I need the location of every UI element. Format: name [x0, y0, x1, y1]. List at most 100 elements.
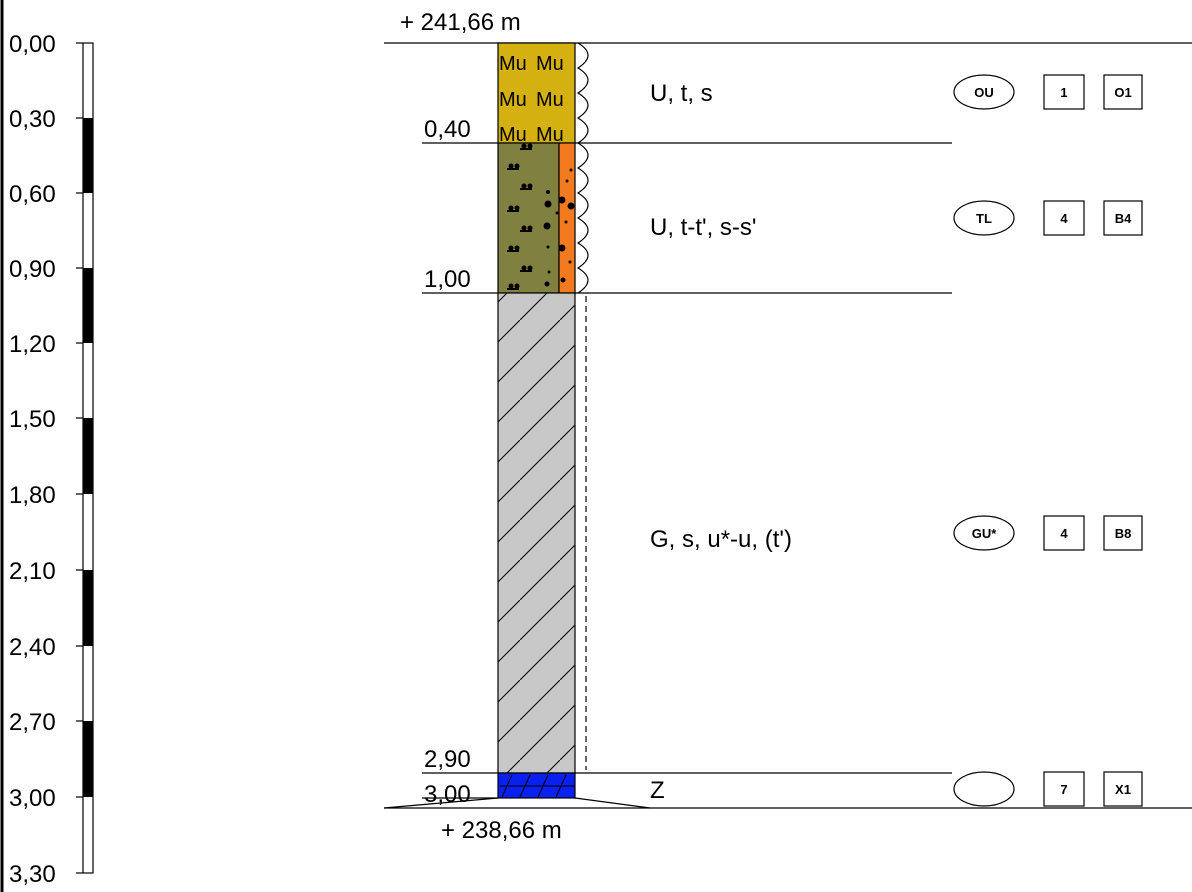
layer-1-fill — [497, 42, 576, 144]
class-1-label: 1 — [1060, 85, 1067, 100]
wavy-line — [576, 42, 589, 294]
sand-grain — [547, 270, 551, 274]
soil-group-oval — [953, 74, 1015, 110]
silt-dot — [514, 205, 520, 211]
layer-4-description: Z — [650, 777, 665, 804]
silt-dot — [527, 265, 533, 271]
scale-bar-segment — [83, 721, 93, 797]
class-2-label: O1 — [1114, 85, 1131, 100]
clay-symbol — [507, 168, 519, 170]
rock-pattern-line — [537, 774, 549, 798]
silt-dot — [508, 245, 514, 251]
class-box — [1043, 771, 1085, 807]
clay-symbol — [520, 188, 532, 190]
layer-3-hatching — [497, 292, 576, 774]
top-elevation: + 241,66 m — [400, 9, 521, 36]
rock-pattern-line — [501, 774, 513, 798]
scale-label: 0,00 — [9, 31, 56, 58]
sand-grain — [544, 281, 550, 287]
bottom-elevation: + 238,66 m — [441, 817, 562, 844]
silt-dot — [521, 265, 527, 271]
scale-bar-segment — [83, 418, 93, 494]
class-1-label: 4 — [1060, 526, 1068, 541]
class-1-label: 7 — [1060, 782, 1067, 797]
scale-label: 2,40 — [9, 634, 56, 661]
layer-1-column: Mu Mu Mu Mu Mu Mu — [497, 42, 576, 146]
silt-dot — [521, 225, 527, 231]
silt-dot — [527, 143, 533, 149]
class-box — [1043, 74, 1085, 110]
pattern-mu: Mu — [499, 124, 527, 146]
sand-grain — [565, 179, 569, 183]
silt-dot — [527, 225, 533, 231]
sand-grain — [564, 220, 568, 224]
silt-dot — [527, 183, 533, 189]
scale-label: 3,30 — [9, 861, 56, 888]
scale-bar-segment — [83, 118, 93, 193]
depth-label: 0,40 — [424, 116, 471, 143]
layer-2-column — [497, 142, 576, 294]
sand-grain — [555, 211, 559, 215]
pattern-mu: Mu — [499, 89, 527, 111]
sand-grain — [546, 245, 550, 249]
clay-symbol — [520, 148, 532, 150]
class-1-label: 4 — [1060, 211, 1068, 226]
class-2-label: B4 — [1115, 211, 1132, 226]
layer-1-description: U, t, s — [650, 80, 713, 107]
scale-label: 1,20 — [9, 331, 56, 358]
sand-grain — [558, 196, 566, 204]
silt-dot — [508, 205, 514, 211]
silt-dot — [514, 245, 520, 251]
sand-grain — [544, 200, 552, 208]
connector-line — [574, 797, 651, 809]
soil-group-label: TL — [976, 211, 992, 226]
depth-label: 2,90 — [424, 746, 471, 773]
soil-group-label: OU — [974, 85, 994, 100]
sand-grain — [543, 222, 551, 230]
pattern-mu: Mu — [499, 53, 527, 75]
scale-label: 1,50 — [9, 406, 56, 433]
class-2-label: X1 — [1115, 782, 1131, 797]
sand-grain — [560, 277, 566, 283]
sand-grain — [546, 190, 550, 194]
layer-3-description: G, s, u*-u, (t') — [650, 526, 792, 553]
soil-group-oval — [953, 515, 1015, 551]
layer-2-description: U, t-t', s-s' — [650, 214, 757, 241]
clay-symbol — [520, 270, 532, 272]
clay-symbol — [507, 210, 519, 212]
scale-label: 1,80 — [9, 482, 56, 509]
sand-grain — [568, 260, 572, 264]
connector-line — [383, 797, 499, 809]
class-box — [1103, 515, 1143, 551]
sand-grain — [567, 202, 575, 210]
pattern-mu: Mu — [536, 124, 564, 146]
sand-grain — [558, 244, 566, 252]
scale-bar-segment — [83, 570, 93, 646]
scale-label: 2,10 — [9, 558, 56, 585]
scale-label: 0,30 — [9, 106, 56, 133]
soil-group-label: GU* — [972, 526, 998, 541]
clay-symbol — [520, 230, 532, 232]
soil-group-oval — [953, 771, 1015, 807]
depth-scale: 0,00 0,30 0,60 0,90 1,20 1,50 1,80 2,10 … — [0, 0, 94, 892]
layer-2-oxidized-band — [558, 142, 576, 294]
layer-3-column — [497, 292, 576, 774]
rock-pattern-line — [519, 774, 531, 798]
soil-group-oval — [953, 200, 1015, 236]
silt-dot — [508, 283, 514, 289]
scale-label: 0,60 — [9, 181, 56, 208]
scale-label: 0,90 — [9, 256, 56, 283]
silt-dot — [514, 283, 520, 289]
pattern-mu: Mu — [536, 89, 564, 111]
class-box — [1043, 200, 1085, 236]
class-box — [1103, 771, 1143, 807]
clay-symbol — [507, 288, 519, 290]
silt-dot — [521, 143, 527, 149]
class-box — [1103, 74, 1143, 110]
clay-symbol — [507, 250, 519, 252]
depth-label: 1,00 — [424, 266, 471, 293]
silt-dot — [514, 163, 520, 169]
class-box — [1043, 515, 1085, 551]
silt-dot — [521, 183, 527, 189]
